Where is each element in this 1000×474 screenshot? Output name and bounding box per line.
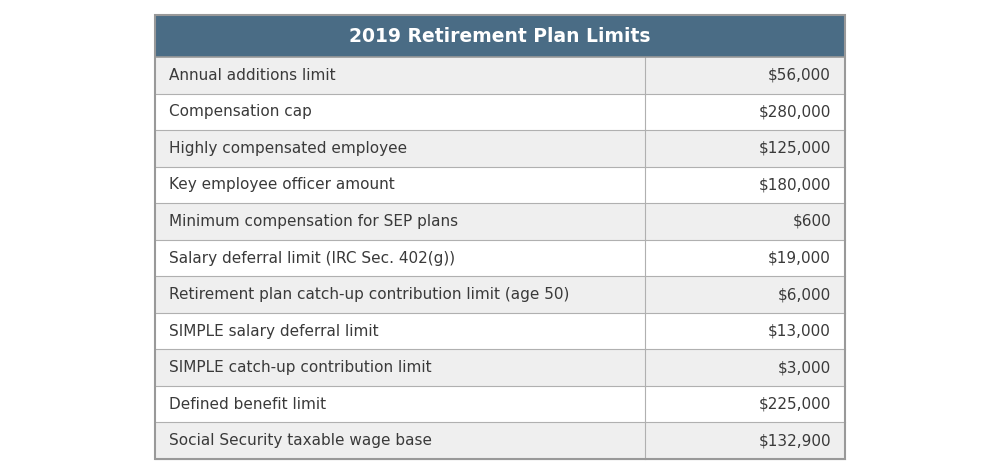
Text: $13,000: $13,000 — [768, 324, 831, 338]
Text: Social Security taxable wage base: Social Security taxable wage base — [169, 433, 432, 448]
Bar — [155, 57, 845, 93]
Text: $600: $600 — [792, 214, 831, 229]
Bar — [155, 386, 845, 422]
Text: Defined benefit limit: Defined benefit limit — [169, 397, 326, 412]
Text: SIMPLE catch-up contribution limit: SIMPLE catch-up contribution limit — [169, 360, 432, 375]
Bar — [155, 313, 845, 349]
Text: $19,000: $19,000 — [768, 250, 831, 265]
Bar — [155, 240, 845, 276]
Text: $132,900: $132,900 — [758, 433, 831, 448]
Text: 2019 Retirement Plan Limits: 2019 Retirement Plan Limits — [349, 27, 651, 46]
Text: Annual additions limit: Annual additions limit — [169, 68, 336, 83]
Text: $56,000: $56,000 — [768, 68, 831, 83]
Text: $225,000: $225,000 — [759, 397, 831, 412]
Bar — [155, 15, 845, 459]
Bar — [155, 15, 845, 57]
Text: $3,000: $3,000 — [778, 360, 831, 375]
Text: $125,000: $125,000 — [759, 141, 831, 156]
Text: Compensation cap: Compensation cap — [169, 104, 312, 119]
Text: $280,000: $280,000 — [759, 104, 831, 119]
Text: Minimum compensation for SEP plans: Minimum compensation for SEP plans — [169, 214, 458, 229]
Bar — [155, 167, 845, 203]
Bar — [155, 276, 845, 313]
Bar — [155, 93, 845, 130]
Text: $6,000: $6,000 — [778, 287, 831, 302]
Text: Highly compensated employee: Highly compensated employee — [169, 141, 407, 156]
Text: SIMPLE salary deferral limit: SIMPLE salary deferral limit — [169, 324, 379, 338]
Bar — [155, 422, 845, 459]
Text: Key employee officer amount: Key employee officer amount — [169, 177, 395, 192]
Bar — [155, 203, 845, 240]
Bar — [155, 130, 845, 167]
Text: $180,000: $180,000 — [759, 177, 831, 192]
Text: Salary deferral limit (IRC Sec. 402(g)): Salary deferral limit (IRC Sec. 402(g)) — [169, 250, 455, 265]
Bar — [155, 349, 845, 386]
Text: Retirement plan catch-up contribution limit (age 50): Retirement plan catch-up contribution li… — [169, 287, 569, 302]
